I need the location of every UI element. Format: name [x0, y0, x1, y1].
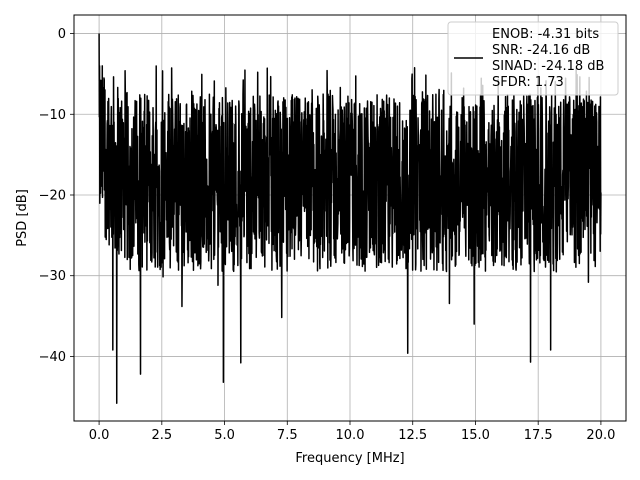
psd-line	[98, 33, 602, 404]
x-tick-label: 20.0	[586, 428, 615, 443]
x-axis: 0.0 2.5 5.0 7.5 10.0 12.5 15.0 17.5 20.0	[89, 421, 615, 443]
x-tick-label: 2.5	[151, 428, 172, 443]
y-axis: 0 −10 −20 −30 −40	[39, 27, 74, 365]
legend-box	[447, 21, 619, 96]
x-tick-label: 0.0	[89, 428, 110, 443]
x-tick-label: 5.0	[214, 428, 235, 443]
x-tick-label: 7.5	[277, 428, 298, 443]
x-tick-label: 17.5	[524, 428, 553, 443]
legend: ENOB: -4.31 bits SNR: -24.16 dB SINAD: -…	[447, 21, 619, 96]
legend-line-enob: ENOB: -4.31 bits	[492, 27, 599, 42]
legend-line-snr: SNR: -24.16 dB	[492, 43, 590, 58]
x-tick-label: 12.5	[398, 428, 427, 443]
x-tick-label: 15.0	[461, 428, 490, 443]
y-tick-label: −10	[39, 108, 66, 123]
legend-line-sfdr: SFDR: 1.73	[492, 75, 564, 90]
y-tick-label: −40	[39, 350, 66, 365]
x-tick-label: 10.0	[336, 428, 365, 443]
y-axis-label: PSD [dB]	[15, 189, 30, 247]
x-axis-label: Frequency [MHz]	[295, 451, 404, 466]
y-tick-label: −20	[39, 188, 66, 203]
y-tick-label: 0	[58, 27, 66, 42]
psd-series	[98, 33, 602, 404]
y-tick-label: −30	[39, 269, 66, 284]
legend-line-sinad: SINAD: -24.18 dB	[492, 59, 604, 74]
